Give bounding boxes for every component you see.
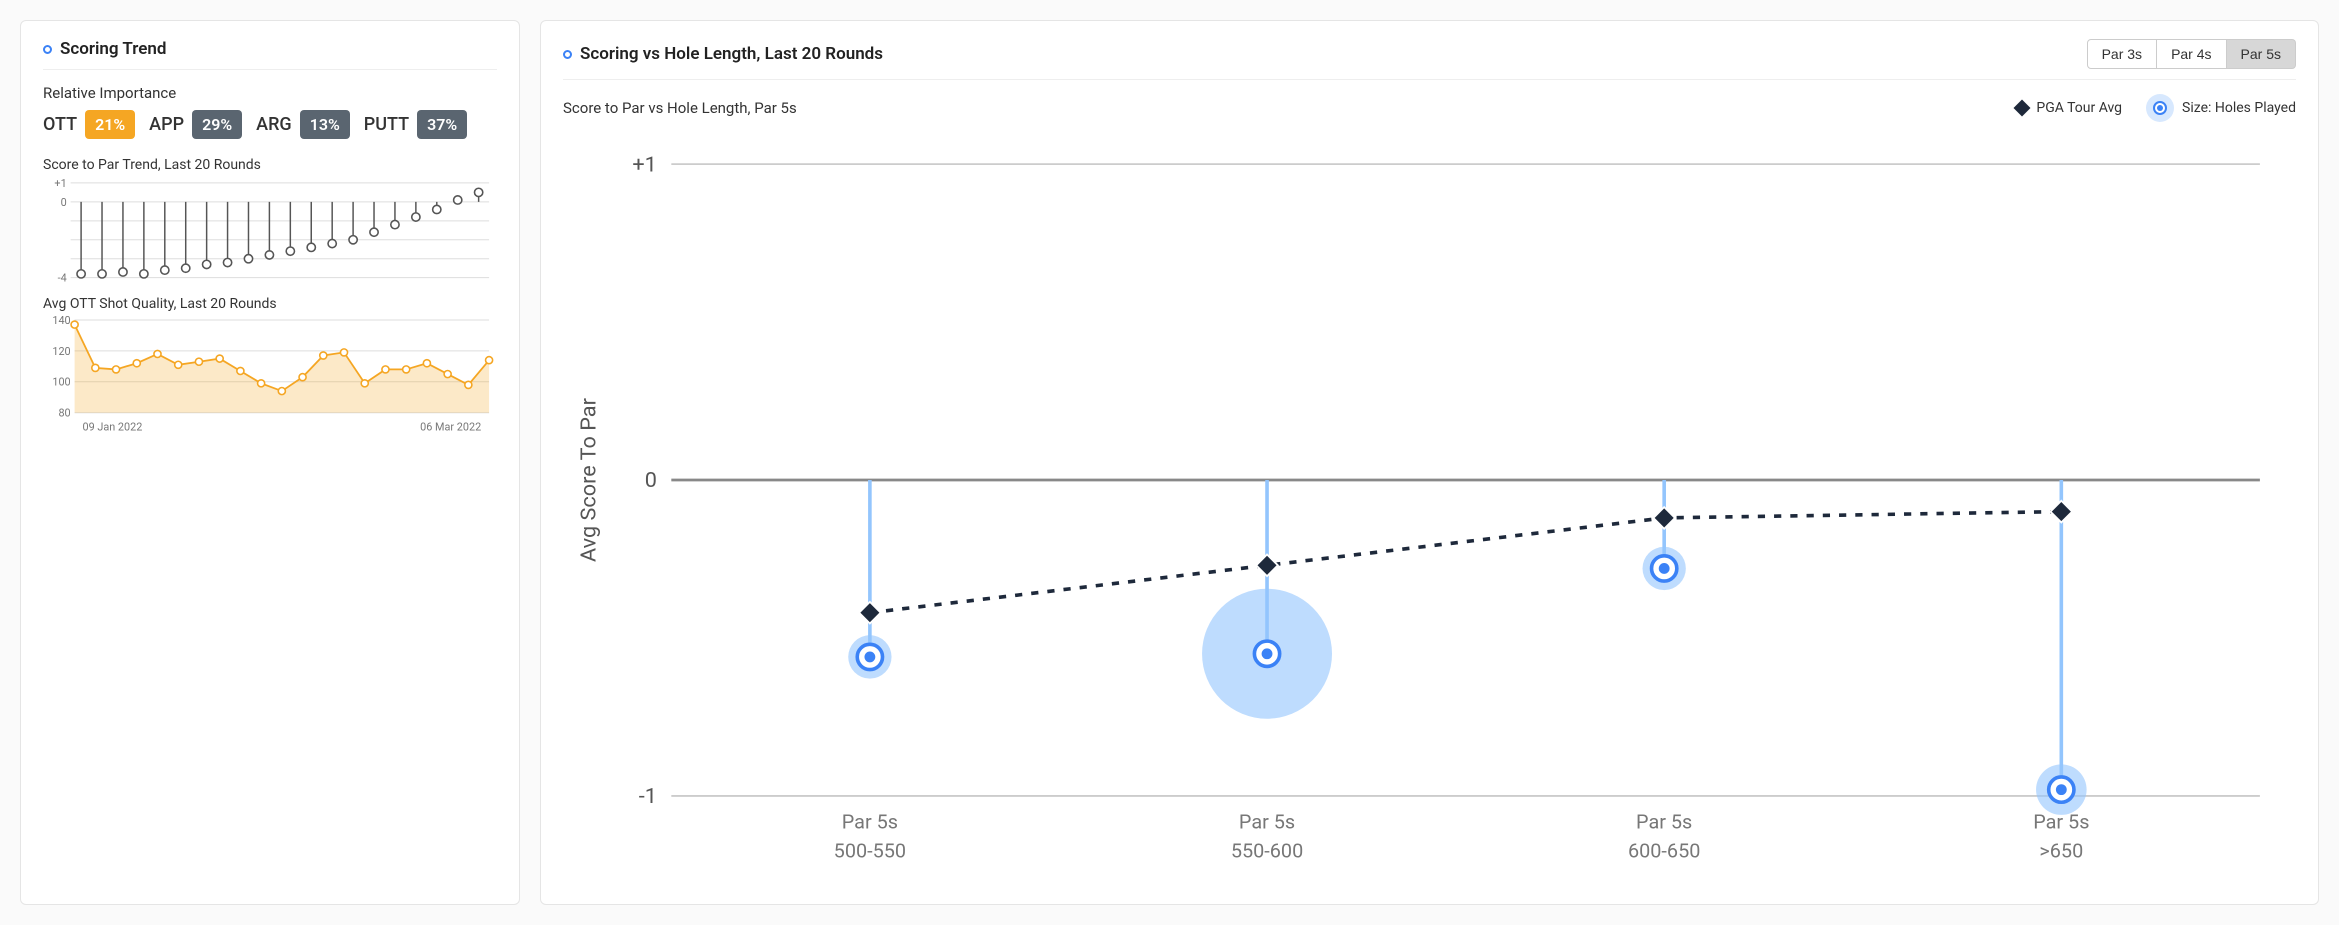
score-trend-title: Score to Par Trend, Last 20 Rounds xyxy=(43,157,497,173)
tab-par-5s[interactable]: Par 5s xyxy=(2227,39,2296,69)
ott-quality-title: Avg OTT Shot Quality, Last 20 Rounds xyxy=(43,296,497,312)
svg-text:-1: -1 xyxy=(639,784,657,809)
legend-items: PGA Tour Avg Size: Holes Played xyxy=(2016,94,2296,122)
legend-size-label: Size: Holes Played xyxy=(2182,100,2296,116)
svg-text:Avg Score To Par: Avg Score To Par xyxy=(576,397,601,562)
importance-item: OTT 21% xyxy=(43,110,135,139)
svg-text:Par 5s: Par 5s xyxy=(1239,810,1295,833)
svg-text:+1: +1 xyxy=(54,177,66,190)
importance-badge: 37% xyxy=(417,110,467,139)
importance-label: OTT xyxy=(43,114,77,135)
legend-size: Size: Holes Played xyxy=(2146,94,2296,122)
importance-label: Relative Importance xyxy=(43,84,497,102)
chart-subtitle: Score to Par vs Hole Length, Par 5s xyxy=(563,99,797,117)
ott-quality-chart: 80 100 120 140 09 Jan 2022 06 Mar 2022 xyxy=(43,316,497,434)
svg-text:0: 0 xyxy=(61,196,67,209)
legend-pga: PGA Tour Avg xyxy=(2016,100,2122,116)
importance-label: ARG xyxy=(256,114,292,135)
par-tabs: Par 3sPar 4sPar 5s xyxy=(2087,39,2296,69)
svg-text:550-600: 550-600 xyxy=(1231,839,1303,862)
importance-item: ARG 13% xyxy=(256,110,350,139)
svg-text:+1: +1 xyxy=(632,152,656,177)
importance-badge: 21% xyxy=(85,110,135,139)
svg-text:Par 5s: Par 5s xyxy=(842,810,898,833)
hole-length-card: Scoring vs Hole Length, Last 20 Rounds P… xyxy=(540,20,2319,905)
card-title-text: Scoring vs Hole Length, Last 20 Rounds xyxy=(580,44,883,64)
card-title: Scoring vs Hole Length, Last 20 Rounds xyxy=(563,44,883,64)
legend-row: Score to Par vs Hole Length, Par 5s PGA … xyxy=(563,94,2296,122)
card-title: Scoring Trend xyxy=(43,39,166,59)
svg-text:80: 80 xyxy=(58,406,70,419)
svg-text:06 Mar 2022: 06 Mar 2022 xyxy=(420,420,481,433)
importance-label: PUTT xyxy=(364,114,409,135)
card-header: Scoring vs Hole Length, Last 20 Rounds P… xyxy=(563,39,2296,80)
svg-text:500-550: 500-550 xyxy=(834,839,906,862)
svg-text:-4: -4 xyxy=(58,272,67,285)
scoring-trend-card: Scoring Trend Relative Importance OTT 21%… xyxy=(20,20,520,905)
hole-length-chart: Avg Score To Par +1 0 -1 Par 5s 500-550 Par 5s… xyxy=(563,128,2296,886)
importance-badge: 13% xyxy=(300,110,350,139)
card-title-text: Scoring Trend xyxy=(60,39,166,59)
bullet-icon xyxy=(43,45,52,54)
importance-label: APP xyxy=(149,114,184,135)
svg-text:Par 5s: Par 5s xyxy=(2033,810,2089,833)
legend-pga-label: PGA Tour Avg xyxy=(2036,100,2122,116)
svg-text:0: 0 xyxy=(645,468,657,493)
tab-par-4s[interactable]: Par 4s xyxy=(2157,39,2226,69)
card-header: Scoring Trend xyxy=(43,39,497,70)
svg-text:120: 120 xyxy=(52,344,70,357)
diamond-icon xyxy=(2014,100,2031,117)
svg-text:100: 100 xyxy=(52,375,70,388)
bullet-icon xyxy=(563,50,572,59)
score-trend-chart: +1 0 -4 xyxy=(43,177,497,286)
svg-text:Par 5s: Par 5s xyxy=(1636,810,1692,833)
importance-row: OTT 21% APP 29% ARG 13% PUTT 37% xyxy=(43,110,497,139)
importance-badge: 29% xyxy=(192,110,242,139)
svg-text:140: 140 xyxy=(52,316,70,327)
svg-text:09 Jan 2022: 09 Jan 2022 xyxy=(82,420,142,433)
importance-item: PUTT 37% xyxy=(364,110,467,139)
svg-text:>650: >650 xyxy=(2039,839,2083,862)
tab-par-3s[interactable]: Par 3s xyxy=(2087,39,2157,69)
svg-text:600-650: 600-650 xyxy=(1628,839,1700,862)
importance-item: APP 29% xyxy=(149,110,242,139)
bubble-icon xyxy=(2146,94,2174,122)
